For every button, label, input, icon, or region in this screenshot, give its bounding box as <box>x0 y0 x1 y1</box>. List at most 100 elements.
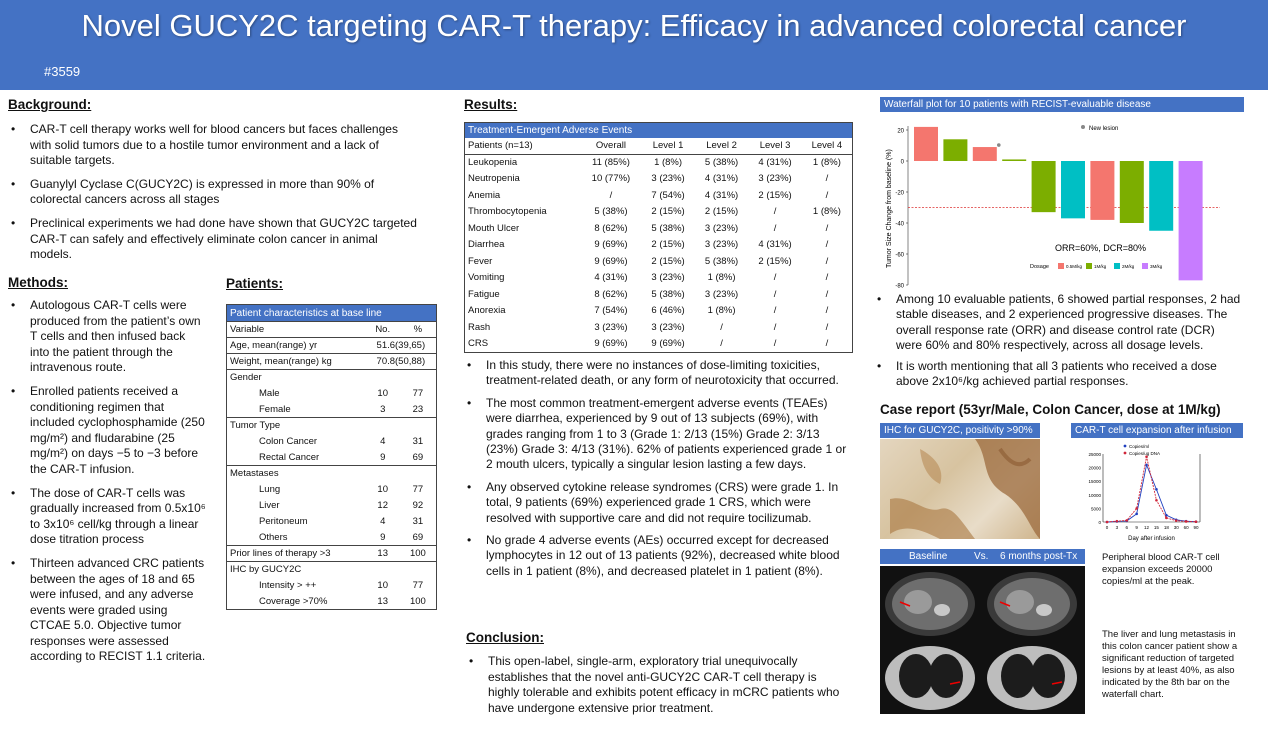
row-no: 13 <box>365 545 400 562</box>
ae-cell: / <box>825 255 829 267</box>
row-pct: 92 <box>412 500 424 511</box>
ihc-stain-image <box>880 439 1040 539</box>
dose-legend-swatch <box>1114 263 1120 269</box>
row-no: 10 <box>377 388 388 399</box>
y-tick-label: -80 <box>895 284 904 289</box>
row-label: Male <box>259 388 280 399</box>
ae-cell: 8 (62%) <box>594 222 628 234</box>
row-pct: 77 <box>412 484 424 495</box>
waterfall-bullet: It is worth mentioning that all 3 patien… <box>874 359 1244 390</box>
liver-lung-text: The liver and lung metastasis in this co… <box>1102 629 1238 700</box>
ae-cell: / <box>720 321 723 333</box>
metastases-label: Metastases <box>226 465 437 482</box>
ae-cell: 1 (8%) <box>654 157 683 168</box>
ae-cell: / <box>825 173 829 185</box>
methods-bullet: Thirteen advanced CRC patients between t… <box>8 556 206 665</box>
new-lesion-marker <box>997 143 1001 147</box>
row-no: 4 <box>380 436 386 447</box>
ae-row: Anemia / 7 (54%) 4 (31%) 2 (15%) / <box>465 187 853 204</box>
y-tick-label: 20000 <box>1088 466 1101 471</box>
row-label: Coverage >70% <box>259 595 328 607</box>
y-tick-label: -20 <box>895 191 904 197</box>
background-bullet: Preclinical experiments we had done have… <box>8 216 418 263</box>
row-pct: 69 <box>412 451 424 463</box>
row-label: Others <box>259 531 288 543</box>
row-pct: 100 <box>409 595 426 607</box>
background-list: CAR-T cell therapy works well for blood … <box>8 122 418 271</box>
row-label: Female <box>259 403 291 415</box>
row-pct: 100 <box>399 545 437 562</box>
row-label: Prior lines of therapy >3 <box>226 545 366 562</box>
ihc-label: IHC by GUCY2C <box>226 561 437 578</box>
age-value: 51.6(39,65) <box>365 337 437 354</box>
y-tick-label: 10000 <box>1088 493 1101 498</box>
waterfall-bar <box>1031 161 1056 213</box>
ae-cell: 1 (8%) <box>812 157 841 168</box>
peak-expansion-text: Peripheral blood CAR-T cell expansion ex… <box>1102 552 1220 587</box>
waterfall-list: Among 10 evaluable patients, 6 showed pa… <box>874 292 1244 394</box>
y-tick-label: 5000 <box>1091 506 1102 511</box>
ae-col-header: Level 2 <box>694 137 749 155</box>
waterfall-ylabel: Tumor Size Change from baseline (%) <box>886 149 893 268</box>
row-label: Rectal Cancer <box>259 451 320 463</box>
series-point <box>1135 507 1138 510</box>
ae-cell: / <box>825 305 829 317</box>
ae-cell: 1 (8%) <box>707 305 736 317</box>
patient-characteristics-table: Patient characteristics at base line Var… <box>226 304 437 610</box>
ae-cell: 2 (15%) <box>651 255 685 267</box>
ae-cell: 4 (31%) <box>758 157 792 168</box>
ae-name: Fatigue <box>468 288 500 300</box>
ae-cell: 4 (31%) <box>704 189 739 201</box>
ae-row: Thrombocytopenia 5 (38%) 2 (15%) 2 (15%) / 1 … <box>465 204 853 221</box>
ae-cell: 3 (23%) <box>594 321 628 333</box>
ae-cell: / <box>825 222 829 234</box>
series-point <box>1135 512 1138 516</box>
ae-col-header: Level 1 <box>641 137 695 155</box>
series-point <box>1165 516 1168 520</box>
waterfall-bar <box>1061 161 1085 219</box>
legend-marker <box>1123 451 1127 455</box>
ae-cell: 7 (54%) <box>594 305 628 317</box>
ae-row: Leukopenia 11 (85%) 1 (8%) 5 (38%) 4 (31%) 1 … <box>465 154 853 171</box>
expansion-chart: 0 5000 10000 15000 20000 25000 0 3 6 9 12 15 18 30 60 9… <box>1088 444 1201 542</box>
y-tick-label: 20 <box>897 129 904 135</box>
ae-cell: 2 (15%) <box>758 255 792 267</box>
row-no: 10 <box>377 580 388 591</box>
methods-bullet: Autologous CAR-T cells were produced fro… <box>8 298 206 376</box>
ae-cell: 7 (54%) <box>651 189 685 201</box>
row-no: 9 <box>380 451 386 463</box>
ct-scan-images <box>880 566 1085 714</box>
results-heading: Results: <box>464 97 518 112</box>
waterfall-chart: Tumor Size Change from baseline (%) 20 0 -… <box>886 125 1220 289</box>
y-tick-label: -40 <box>895 222 904 228</box>
dose-legend-label: 1M/kg <box>1094 264 1107 269</box>
x-tick-label: 60 <box>1184 525 1190 530</box>
ae-name: Thrombocytopenia <box>468 206 547 218</box>
row-no: 12 <box>377 500 388 511</box>
row-no: 10 <box>377 484 388 495</box>
ae-col-header: Level 4 <box>801 137 853 155</box>
ae-cell: / <box>825 189 829 201</box>
col-no: No. <box>365 321 400 338</box>
series-point <box>1145 455 1148 459</box>
row-pct: 69 <box>412 531 424 543</box>
weight-label: Weight, mean(range) kg <box>226 353 366 370</box>
row-pct: 31 <box>412 516 424 527</box>
x-tick-label: 6 <box>1126 525 1129 530</box>
ae-cell: / <box>825 272 829 284</box>
ae-cell: / <box>773 222 777 234</box>
waterfall-bar <box>943 139 968 161</box>
ae-name: Leukopenia <box>468 157 518 168</box>
ae-cell: 3 (23%) <box>704 239 739 251</box>
x-tick-label: 3 <box>1116 525 1119 530</box>
methods-bullet: The dose of CAR-T cells was gradually in… <box>8 486 206 548</box>
tumor-label: Tumor Type <box>226 417 437 434</box>
waterfall-title: Waterfall plot for 10 patients with RECI… <box>880 97 1244 112</box>
ae-row: Mouth Ulcer 8 (62%) 5 (38%) 3 (23%) / / <box>465 220 853 237</box>
ae-cell: / <box>773 272 777 284</box>
row-label: Liver <box>259 500 280 511</box>
case-heading: Case report (53yr/Male, Colon Cancer, do… <box>880 402 1221 417</box>
patients-heading: Patients: <box>226 276 284 291</box>
baseline-label: Baseline <box>909 551 948 562</box>
results-bullet: In this study, there were no instances o… <box>464 358 848 389</box>
